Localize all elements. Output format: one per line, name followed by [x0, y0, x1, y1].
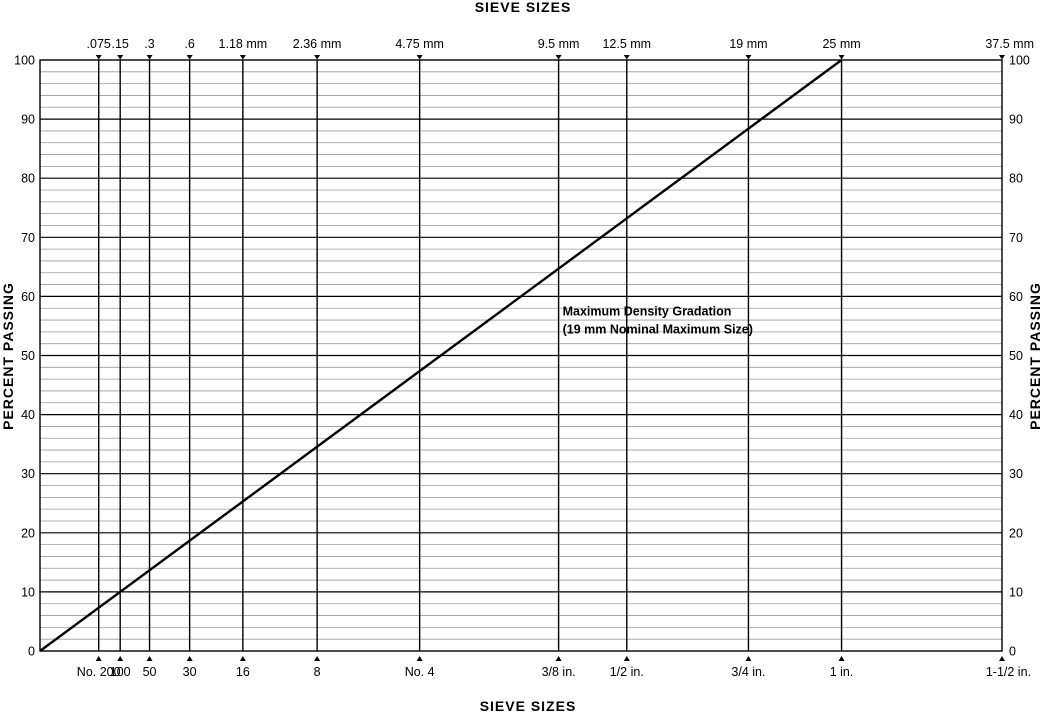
sieve-top-label: 9.5 mm	[538, 37, 580, 51]
sieve-marker-top	[146, 55, 153, 60]
sieve-bottom-label: No. 200	[77, 665, 121, 679]
y-tick-label-left: 0	[28, 645, 35, 659]
sieve-marker-bottom	[186, 656, 193, 661]
sieve-markers	[95, 55, 1005, 661]
sieve-bottom-label: 50	[143, 665, 157, 679]
sieve-top-label: .6	[184, 37, 194, 51]
sieve-top-label: 2.36 mm	[293, 37, 342, 51]
y-axis-title-right: PERCENT PASSING	[1027, 282, 1043, 430]
y-tick-label-left: 50	[21, 349, 35, 363]
sieve-marker-bottom	[745, 656, 752, 661]
sieve-marker-top	[117, 55, 124, 60]
sieve-marker-bottom	[623, 656, 630, 661]
sieve-marker-bottom	[999, 656, 1005, 661]
sieve-bottom-label: 16	[236, 665, 250, 679]
sieve-marker-bottom	[416, 656, 423, 661]
sieve-top-label: .3	[144, 37, 154, 51]
y-tick-label-left: 80	[21, 172, 35, 186]
y-tick-label-left: 90	[21, 113, 35, 127]
sieve-marker-top	[416, 55, 423, 60]
y-tick-label-left: 60	[21, 290, 35, 304]
sieve-marker-top	[623, 55, 630, 60]
sieve-marker-bottom	[146, 656, 153, 661]
series-line	[39, 59, 843, 652]
y-tick-label-left: 40	[21, 408, 35, 422]
sieve-marker-bottom	[838, 656, 845, 661]
sieve-bottom-label: No. 4	[405, 665, 435, 679]
sieve-bottom-label: 1-1/2 in.	[986, 665, 1031, 679]
sieve-marker-bottom	[95, 656, 102, 661]
sieve-marker-top	[314, 55, 321, 60]
sieve-bottom-label: 100	[110, 665, 131, 679]
sieve-top-label: .075	[87, 37, 111, 51]
sieve-bottom-label: 30	[183, 665, 197, 679]
sieve-top-label: 25 mm	[822, 37, 860, 51]
sieve-bottom-label: 3/4 in.	[731, 665, 765, 679]
sieve-marker-top	[186, 55, 193, 60]
y-tick-label-right: 10	[1009, 585, 1023, 599]
sieve-marker-top	[239, 55, 246, 60]
sieve-marker-top	[838, 55, 845, 60]
sieve-gridlines	[98, 60, 843, 651]
y-tick-label-left: 100	[14, 54, 35, 68]
y-tick-label-right: 80	[1009, 172, 1023, 186]
sieve-marker-top	[745, 55, 752, 60]
sieve-marker-bottom	[117, 656, 124, 661]
annotation-line-1: Maximum Density Gradation	[563, 304, 732, 318]
sieve-top-label: 12.5 mm	[602, 37, 651, 51]
sieve-top-label: 4.75 mm	[395, 37, 444, 51]
sieve-marker-top	[555, 55, 562, 60]
y-tick-label-right: 20	[1009, 526, 1023, 540]
sieve-bottom-label: 3/8 in.	[542, 665, 576, 679]
top-axis-title: SIEVE SIZES	[475, 0, 572, 15]
y-tick-label-right: 90	[1009, 113, 1023, 127]
y-tick-label-right: 100	[1009, 54, 1030, 68]
y-tick-label-left: 10	[21, 585, 35, 599]
sieve-marker-top	[999, 55, 1005, 60]
y-tick-label-right: 60	[1009, 290, 1023, 304]
sieve-top-label: .15	[111, 37, 128, 51]
series-layer	[39, 59, 843, 652]
y-tick-label-right: 40	[1009, 408, 1023, 422]
sieve-marker-bottom	[314, 656, 321, 661]
sieve-top-label: 1.18 mm	[219, 37, 268, 51]
annotation-line-2: (19 mm Nominal Maximum Size)	[563, 322, 753, 336]
y-axis-title-left: PERCENT PASSING	[0, 282, 16, 430]
sieve-bottom-label: 1/2 in.	[610, 665, 644, 679]
plot-frame	[39, 59, 1003, 652]
tick-labels: 0 0 10 10 20 20 30 30 40 40 50 50 60 60 70 70 80 80 90 90 10…	[14, 37, 1034, 679]
sieve-top-label: 19 mm	[729, 37, 767, 51]
sieve-bottom-label: 8	[314, 665, 321, 679]
sieve-top-label: 37.5 mm	[985, 37, 1034, 51]
sieve-bottom-label: 1 in.	[830, 665, 854, 679]
y-tick-label-right: 30	[1009, 467, 1023, 481]
x-axis-title: SIEVE SIZES	[480, 698, 577, 712]
sieve-marker-top	[95, 55, 102, 60]
y-tick-label-left: 70	[21, 231, 35, 245]
y-tick-label-right: 50	[1009, 349, 1023, 363]
sieve-marker-bottom	[239, 656, 246, 661]
sieve-marker-bottom	[555, 656, 562, 661]
y-tick-label-right: 70	[1009, 231, 1023, 245]
y-tick-label-left: 30	[21, 467, 35, 481]
y-tick-label-right: 0	[1009, 645, 1016, 659]
y-tick-label-left: 20	[21, 526, 35, 540]
